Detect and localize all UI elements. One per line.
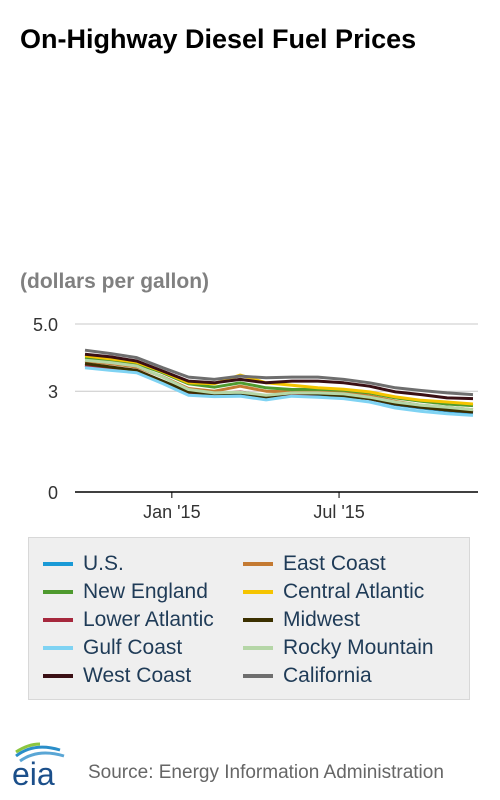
legend-item: Rocky Mountain: [243, 636, 434, 660]
source-note: Source: Energy Information Administratio…: [88, 762, 444, 783]
legend-label: California: [283, 664, 372, 687]
legend-swatch: [43, 590, 73, 594]
legend-item: Lower Atlantic: [43, 608, 243, 632]
legend: U.S. East Coast New England Central Atlanti…: [28, 537, 470, 700]
legend-swatch: [43, 646, 73, 650]
legend-item: Gulf Coast: [43, 636, 243, 660]
legend-item: Central Atlantic: [243, 580, 424, 604]
legend-label: Lower Atlantic: [83, 608, 214, 631]
series-line-rocky-mountain: [84, 358, 474, 412]
legend-swatch: [243, 590, 273, 594]
series-lines: [84, 348, 474, 417]
legend-swatch: [243, 618, 273, 622]
legend-label: Central Atlantic: [283, 580, 425, 603]
legend-label: East Coast: [283, 552, 386, 575]
legend-swatch: [43, 618, 73, 622]
x-axis: Jan '15 Jul '15: [75, 491, 478, 522]
footer: eia Source: Energy Information Administr…: [10, 740, 500, 790]
x-tick-label: Jan '15: [143, 502, 200, 522]
y-tick-label: 3: [48, 382, 58, 402]
eia-logo-text: eia: [12, 756, 55, 790]
y-tick-label: 0: [48, 483, 58, 503]
legend-item: East Coast: [243, 552, 386, 576]
legend-swatch: [243, 646, 273, 650]
y-axis-units: (dollars per gallon): [20, 270, 210, 293]
legend-row: West Coast California: [43, 662, 469, 690]
legend-swatch: [43, 562, 73, 566]
y-tick-label: 5.0: [33, 315, 58, 335]
x-tick-label: Jul '15: [313, 502, 364, 522]
legend-item: New England: [43, 580, 243, 604]
eia-logo: eia: [12, 742, 65, 790]
legend-item: Midwest: [243, 608, 360, 632]
legend-label: U.S.: [83, 552, 124, 575]
legend-item: U.S.: [43, 552, 243, 576]
legend-swatch: [243, 562, 273, 566]
legend-row: New England Central Atlantic: [43, 578, 469, 606]
legend-row: Lower Atlantic Midwest: [43, 606, 469, 634]
legend-row: Gulf Coast Rocky Mountain: [43, 634, 469, 662]
legend-label: Midwest: [283, 608, 361, 631]
series-line-california: [84, 348, 474, 397]
series-line-west-coast: [84, 352, 474, 401]
line-chart: 035.0 Jan '15 Jul '15: [33, 315, 478, 522]
legend-label: Gulf Coast: [83, 636, 183, 659]
chart-title: On-Highway Diesel Fuel Prices: [20, 24, 417, 54]
series-line-gulf-coast: [84, 366, 474, 417]
legend-swatch: [43, 674, 73, 678]
legend-label: New England: [83, 580, 208, 603]
y-tick-labels: 035.0: [33, 315, 58, 503]
legend-row: U.S. East Coast: [43, 550, 469, 578]
legend-item: California: [243, 664, 372, 688]
legend-label: Rocky Mountain: [283, 636, 434, 659]
legend-label: West Coast: [83, 664, 192, 687]
legend-item: West Coast: [43, 664, 243, 688]
legend-swatch: [243, 674, 273, 678]
